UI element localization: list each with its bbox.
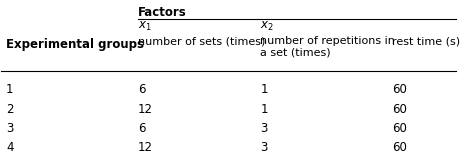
Text: 60: 60 (392, 122, 407, 135)
Text: 6: 6 (138, 83, 145, 96)
Text: 60: 60 (392, 141, 407, 154)
Text: 3: 3 (6, 122, 13, 135)
Text: 3: 3 (261, 122, 268, 135)
Text: 2: 2 (6, 103, 13, 116)
Text: 3: 3 (261, 141, 268, 154)
Text: 6: 6 (138, 122, 145, 135)
Text: 12: 12 (138, 141, 153, 154)
Text: 12: 12 (138, 103, 153, 116)
Text: Experimental groups: Experimental groups (6, 38, 144, 51)
Text: 1: 1 (6, 83, 13, 96)
Text: number of repetitions in
a set (times): number of repetitions in a set (times) (261, 36, 395, 58)
Text: $x_1$: $x_1$ (138, 20, 152, 33)
Text: 60: 60 (392, 103, 407, 116)
Text: 1: 1 (261, 103, 268, 116)
Text: 60: 60 (392, 83, 407, 96)
Text: Factors: Factors (138, 6, 186, 19)
Text: number of sets (times): number of sets (times) (138, 36, 265, 46)
Text: 1: 1 (261, 83, 268, 96)
Text: $x_2$: $x_2$ (261, 20, 274, 33)
Text: rest time (s): rest time (s) (392, 36, 460, 46)
Text: 4: 4 (6, 141, 13, 154)
